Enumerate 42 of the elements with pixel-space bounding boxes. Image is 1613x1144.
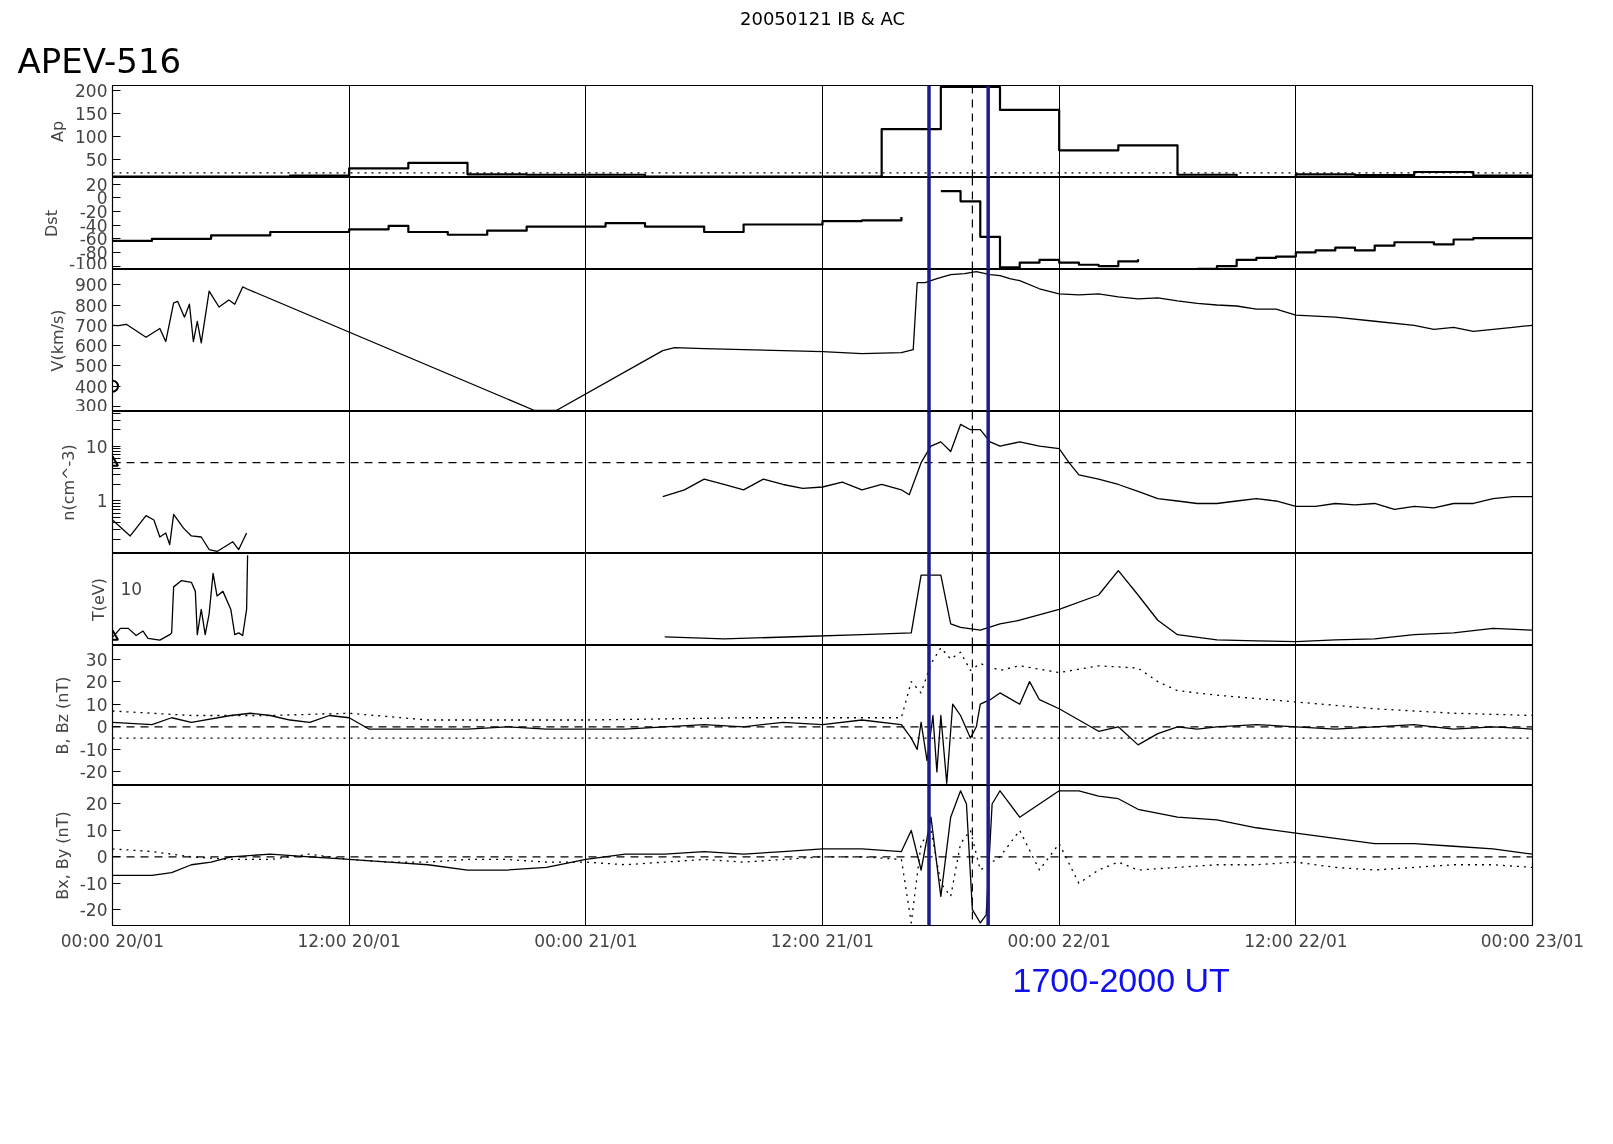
y-tick-label: 800 bbox=[75, 295, 108, 316]
y-tick-label: 50 bbox=[85, 149, 108, 170]
y-tick-label: 600 bbox=[75, 336, 108, 357]
x-tick-label: 12:00 20/01 bbox=[297, 930, 401, 951]
y-axis-title: Bx, By (nT) bbox=[52, 811, 72, 900]
y-axis-title: V(km/s) bbox=[48, 309, 68, 372]
x-tick-label: 00:00 22/01 bbox=[1007, 930, 1111, 951]
y-axis-title: B, Bz (nT) bbox=[52, 676, 72, 755]
y-axis-title: n(cm^-3) bbox=[58, 444, 78, 521]
y-tick-label: -10 bbox=[79, 739, 108, 760]
y-tick-label: 400 bbox=[75, 376, 108, 397]
annotation: 10 bbox=[120, 578, 143, 599]
y-tick-label: 10 bbox=[85, 820, 108, 841]
y-tick-label: 500 bbox=[75, 356, 108, 377]
y-axis-title: Ap bbox=[48, 120, 68, 143]
y-tick-label: 700 bbox=[75, 315, 108, 336]
x-tick-label: 00:00 20/01 bbox=[60, 930, 165, 951]
y-tick-label: 1 bbox=[96, 491, 108, 512]
y-tick-label: 10 bbox=[85, 436, 108, 457]
text: 1700-2000 UT bbox=[1012, 960, 1230, 999]
y-axis-title: T(eV) bbox=[88, 577, 108, 623]
y-tick-label: 100 bbox=[75, 126, 108, 147]
y-tick-label: 300 bbox=[75, 395, 108, 416]
y-tick-label: 200 bbox=[75, 80, 108, 101]
y-tick-label: 0 bbox=[96, 847, 108, 868]
y-tick-label: 900 bbox=[75, 275, 108, 296]
y-axis-title: Dst bbox=[41, 210, 61, 237]
y-tick-label: 30 bbox=[85, 649, 108, 670]
chart-title: APEV-516 bbox=[17, 40, 182, 81]
y-tick-label: 150 bbox=[75, 103, 108, 124]
y-tick-label: -20 bbox=[79, 762, 108, 783]
x-tick-label: 12:00 22/01 bbox=[1244, 930, 1348, 951]
x-tick-label: 00:00 21/01 bbox=[534, 930, 638, 951]
y-tick-label: 10 bbox=[85, 694, 108, 715]
x-tick-label: 12:00 21/01 bbox=[770, 930, 875, 951]
x-tick-label: 00:00 23/01 bbox=[1480, 930, 1585, 951]
y-tick-label: -10 bbox=[79, 873, 108, 894]
y-tick-label: 0 bbox=[96, 717, 108, 738]
y-tick-label: 20 bbox=[85, 672, 108, 693]
y-tick-label: 20 bbox=[85, 794, 108, 815]
y-tick-label: -20 bbox=[79, 900, 108, 921]
chart-subtitle: 20050121 IB & AC bbox=[739, 7, 906, 29]
